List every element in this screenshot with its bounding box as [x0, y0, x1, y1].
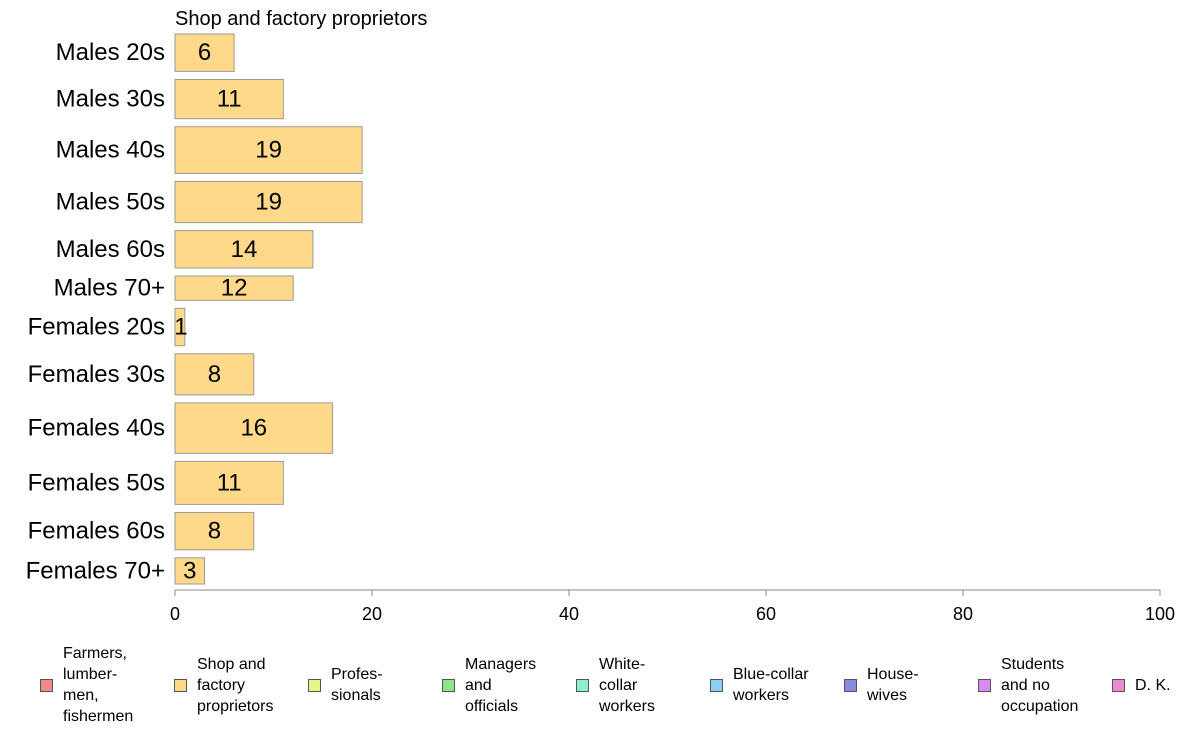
legend-item: House- wives [844, 640, 919, 730]
data-label: 11 [217, 469, 242, 496]
legend-item: Shop and factory proprietors [174, 640, 273, 730]
bar [174, 180, 363, 224]
bar [174, 460, 284, 505]
data-label: 1 [174, 314, 187, 341]
data-label: 19 [255, 137, 282, 164]
legend-swatch [40, 678, 53, 692]
bar [174, 33, 235, 72]
legend-label: Managers and officials [465, 655, 537, 715]
data-label: 8 [208, 518, 221, 545]
legend: Farmers, lumber- men, fishermen Shop and … [0, 640, 1188, 736]
legend-swatch [844, 678, 857, 692]
legend-label: Farmers, lumber- men, fishermen [63, 645, 134, 725]
data-label: 8 [208, 361, 221, 388]
x-tick-label: 80 [953, 604, 973, 624]
bar [174, 307, 186, 347]
data-label: 19 [255, 189, 282, 216]
bar [174, 275, 294, 301]
data-label: 12 [221, 275, 248, 302]
x-axis: 0 20 40 60 80 100 [170, 589, 1175, 624]
x-tick-label: 60 [756, 604, 776, 624]
legend-swatch [308, 678, 321, 692]
x-tick-label: 20 [362, 604, 382, 624]
legend-swatch [710, 678, 723, 692]
legend-label: Profes- sionals [331, 666, 383, 704]
legend-item: D. K. [1112, 640, 1171, 730]
category-label: Females 30s [28, 361, 165, 388]
category-label: Females 70+ [26, 557, 165, 584]
x-tick-label: 100 [1145, 604, 1175, 624]
legend-item: Farmers, lumber- men, fishermen [40, 640, 133, 730]
category-label: Females 50s [28, 469, 165, 496]
category-label: Males 30s [56, 86, 165, 113]
category-label: Males 60s [56, 236, 165, 263]
legend-swatch [576, 678, 589, 692]
category-label: Females 40s [28, 415, 165, 442]
legend-item: Blue-collar workers [710, 640, 809, 730]
data-label: 3 [183, 557, 196, 584]
x-tick-label: 40 [559, 604, 579, 624]
category-label: Males 70+ [54, 275, 165, 302]
legend-label: Students and no occupation [1001, 655, 1079, 715]
category-label: Males 20s [56, 39, 165, 66]
legend-item: Profes- sionals [308, 640, 383, 730]
category-label: Males 50s [56, 189, 165, 216]
data-label: 6 [198, 39, 211, 66]
bar [174, 78, 284, 120]
bar-chart: Shop and factory proprietors Males 20s 6M… [26, 8, 1175, 624]
bar [174, 353, 255, 396]
data-label: 14 [231, 236, 258, 263]
chart-title: Shop and factory proprietors [175, 8, 427, 30]
legend-swatch [1112, 678, 1125, 692]
legend-label: Shop and factory proprietors [197, 655, 274, 715]
legend-item: White- collar workers [576, 640, 655, 730]
x-tick-label: 0 [170, 604, 180, 624]
bar [174, 230, 314, 269]
legend-label: House- wives [867, 666, 919, 704]
category-label: Females 60s [28, 518, 165, 545]
legend-label: White- collar workers [599, 655, 656, 715]
category-label: Males 40s [56, 137, 165, 164]
legend-swatch [442, 678, 455, 692]
bars-group: Males 20s 6 Males 30s 11 Males 40s 19 Males 50… [26, 33, 363, 585]
bar [174, 511, 255, 551]
category-label: Females 20s [28, 314, 165, 341]
legend-item: Managers and officials [442, 640, 536, 730]
legend-swatch [174, 678, 187, 692]
bar [174, 126, 363, 174]
legend-label: D. K. [1135, 676, 1171, 694]
bar [174, 402, 334, 454]
data-label: 16 [240, 415, 267, 442]
legend-label: Blue-collar workers [733, 666, 809, 704]
legend-swatch [978, 678, 991, 692]
bar [174, 557, 206, 585]
legend-item: Students and no occupation [978, 640, 1078, 730]
data-label: 11 [217, 86, 242, 113]
